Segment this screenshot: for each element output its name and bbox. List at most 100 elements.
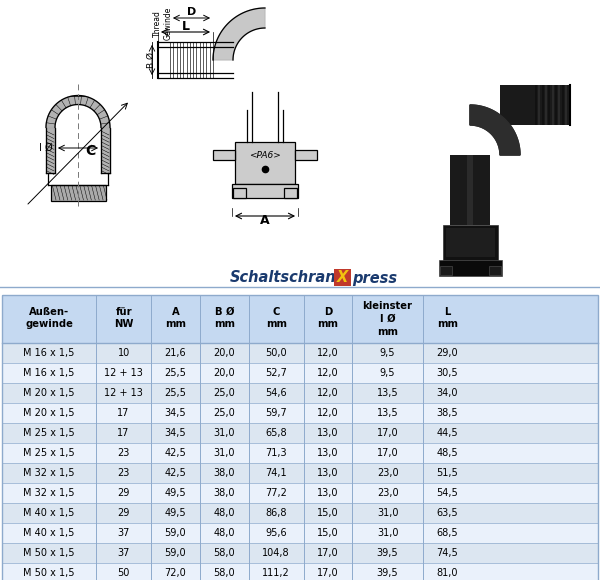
Text: 74,1: 74,1 xyxy=(265,468,287,478)
Text: X: X xyxy=(337,270,348,285)
Text: M 32 x 1,5: M 32 x 1,5 xyxy=(23,468,75,478)
Text: Außen-: Außen- xyxy=(29,307,69,317)
Bar xyxy=(445,228,494,257)
Text: mm: mm xyxy=(165,319,186,329)
Text: 86,8: 86,8 xyxy=(265,508,287,518)
Text: 15,0: 15,0 xyxy=(317,528,339,538)
Text: 34,5: 34,5 xyxy=(164,408,186,418)
Text: 31,0: 31,0 xyxy=(377,508,398,518)
Text: 25,5: 25,5 xyxy=(164,368,187,378)
Bar xyxy=(542,85,544,125)
Bar xyxy=(2,443,598,463)
Text: M 16 x 1,5: M 16 x 1,5 xyxy=(23,348,75,358)
Bar xyxy=(548,85,550,125)
Text: 50: 50 xyxy=(118,568,130,578)
Text: 49,5: 49,5 xyxy=(164,488,186,498)
Text: 13,5: 13,5 xyxy=(377,408,398,418)
Text: 63,5: 63,5 xyxy=(436,508,458,518)
Bar xyxy=(50,185,106,201)
Text: 39,5: 39,5 xyxy=(377,568,398,578)
Text: Thread
Gewinde: Thread Gewinde xyxy=(154,6,173,40)
Text: 54,5: 54,5 xyxy=(436,488,458,498)
Text: 48,0: 48,0 xyxy=(214,508,235,518)
Bar xyxy=(555,85,557,125)
Text: 39,5: 39,5 xyxy=(377,548,398,558)
Text: 52,7: 52,7 xyxy=(265,368,287,378)
Text: 20,0: 20,0 xyxy=(214,368,235,378)
Text: 23: 23 xyxy=(118,448,130,458)
Text: 38,0: 38,0 xyxy=(214,488,235,498)
Text: 9,5: 9,5 xyxy=(380,348,395,358)
Text: M 40 x 1,5: M 40 x 1,5 xyxy=(23,508,75,518)
Text: 48,5: 48,5 xyxy=(436,448,458,458)
Bar xyxy=(2,523,598,543)
Text: 30,5: 30,5 xyxy=(436,368,458,378)
Text: 15,0: 15,0 xyxy=(317,508,339,518)
Text: 25,0: 25,0 xyxy=(214,408,235,418)
Bar xyxy=(450,155,490,225)
Text: 10: 10 xyxy=(118,348,130,358)
Text: 68,5: 68,5 xyxy=(436,528,458,538)
Text: mm: mm xyxy=(437,319,458,329)
Text: 72,0: 72,0 xyxy=(164,568,187,578)
Bar xyxy=(551,85,554,125)
Text: 25,5: 25,5 xyxy=(164,388,187,398)
Text: für: für xyxy=(115,307,132,317)
Text: 71,3: 71,3 xyxy=(265,448,287,458)
Text: 37: 37 xyxy=(118,548,130,558)
Text: M 20 x 1,5: M 20 x 1,5 xyxy=(23,408,75,418)
Polygon shape xyxy=(46,128,55,173)
Bar xyxy=(213,150,235,160)
Text: 38,0: 38,0 xyxy=(214,468,235,478)
Text: 29: 29 xyxy=(118,508,130,518)
Text: 17: 17 xyxy=(118,408,130,418)
Text: 49,5: 49,5 xyxy=(164,508,186,518)
Text: 23,0: 23,0 xyxy=(377,488,398,498)
Text: 29: 29 xyxy=(118,488,130,498)
Text: 17,0: 17,0 xyxy=(317,548,339,558)
Text: M 50 x 1,5: M 50 x 1,5 xyxy=(23,568,75,578)
Text: 111,2: 111,2 xyxy=(262,568,290,578)
Text: 58,0: 58,0 xyxy=(214,548,235,558)
Text: 34,5: 34,5 xyxy=(164,428,186,438)
Bar xyxy=(295,150,317,160)
Bar xyxy=(2,543,598,563)
Text: 42,5: 42,5 xyxy=(164,468,187,478)
Text: 20,0: 20,0 xyxy=(214,348,235,358)
Bar xyxy=(334,269,351,286)
Bar xyxy=(500,85,570,125)
Text: 17,0: 17,0 xyxy=(377,448,398,458)
Text: 12 + 13: 12 + 13 xyxy=(104,388,143,398)
Text: 31,0: 31,0 xyxy=(377,528,398,538)
Bar xyxy=(545,85,547,125)
Text: A: A xyxy=(260,215,270,227)
Text: 13,0: 13,0 xyxy=(317,488,339,498)
Text: 77,2: 77,2 xyxy=(265,488,287,498)
Bar xyxy=(2,403,598,423)
Bar xyxy=(2,423,598,443)
Text: 17: 17 xyxy=(118,428,130,438)
Bar xyxy=(439,266,452,275)
Bar xyxy=(235,142,295,184)
Text: 59,0: 59,0 xyxy=(164,548,186,558)
Bar xyxy=(559,85,560,125)
Text: 31,0: 31,0 xyxy=(214,448,235,458)
Text: mm: mm xyxy=(214,319,235,329)
Text: 50,0: 50,0 xyxy=(265,348,287,358)
Polygon shape xyxy=(101,128,110,173)
Bar xyxy=(284,188,297,198)
Text: M 16 x 1,5: M 16 x 1,5 xyxy=(23,368,75,378)
Bar xyxy=(443,225,497,260)
Text: 13,0: 13,0 xyxy=(317,468,339,478)
Text: 48,0: 48,0 xyxy=(214,528,235,538)
Text: M 20 x 1,5: M 20 x 1,5 xyxy=(23,388,75,398)
Text: 104,8: 104,8 xyxy=(262,548,290,558)
Text: 31,0: 31,0 xyxy=(214,428,235,438)
Text: 17,0: 17,0 xyxy=(317,568,339,578)
Text: kleinster: kleinster xyxy=(362,301,413,311)
Text: Schaltschrank-: Schaltschrank- xyxy=(230,270,353,285)
Text: C: C xyxy=(272,307,280,317)
Polygon shape xyxy=(213,8,265,60)
Bar xyxy=(2,503,598,523)
Text: 38,5: 38,5 xyxy=(436,408,458,418)
